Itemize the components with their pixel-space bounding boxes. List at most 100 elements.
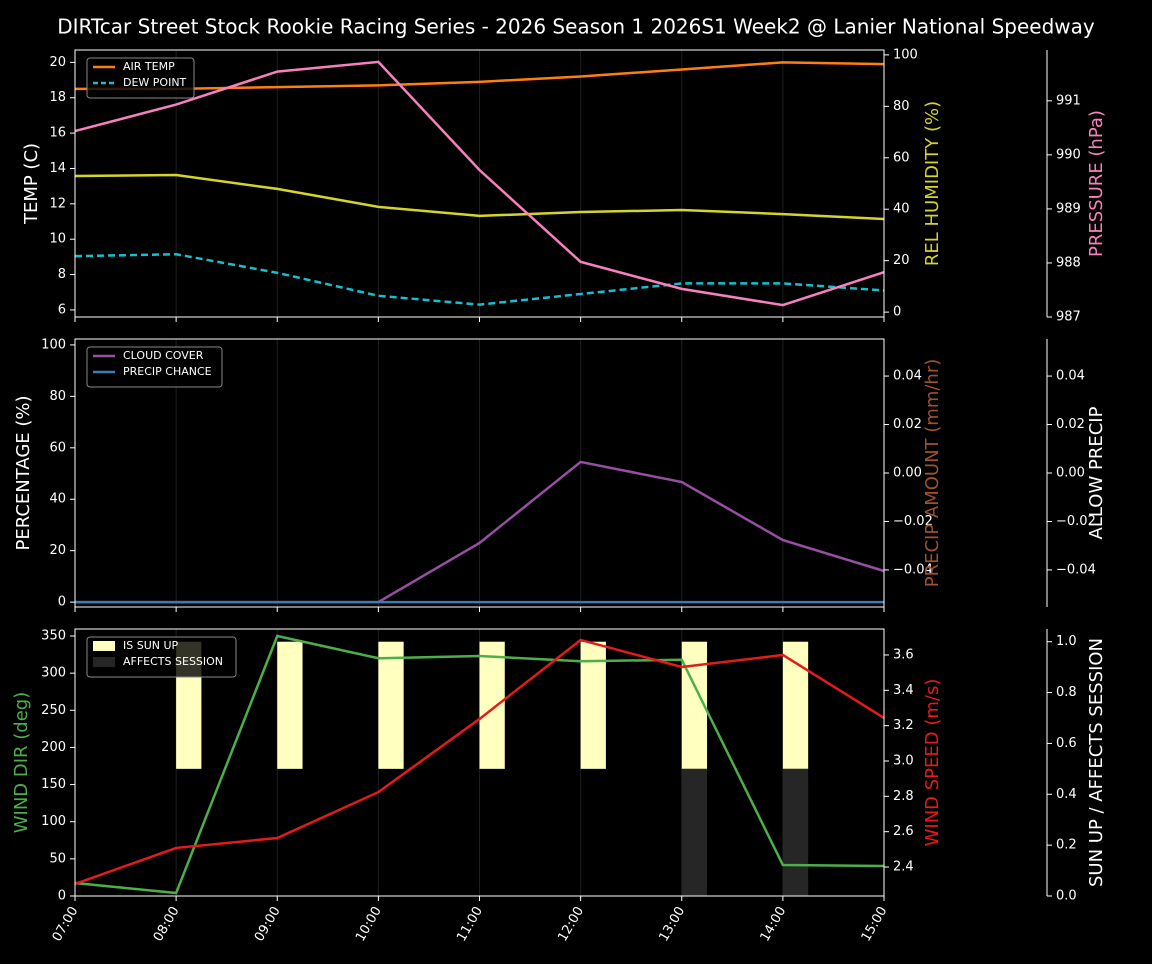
y-tick-label: 6 (58, 302, 66, 317)
legend-label: IS SUN UP (123, 639, 179, 652)
plot-frame (74, 628, 885, 897)
axis-label: WIND DIR (deg) (11, 692, 32, 834)
y-tick-label: 350 (41, 628, 66, 643)
x-tick-label: 14:00 (758, 904, 790, 944)
y-tick-label: −0.02 (893, 514, 933, 529)
y-tick-label: 987 (1056, 310, 1081, 325)
y-tick-label: 300 (41, 666, 66, 681)
y-tick-label: −0.04 (1056, 562, 1096, 577)
y-tick-label: 150 (41, 777, 66, 792)
y-tick-label: 0.04 (893, 369, 922, 384)
y-tick-label: 988 (1056, 255, 1081, 270)
axis-label: ALLOW PRECIP (1086, 406, 1107, 539)
y-tick-label: −0.02 (1056, 514, 1096, 529)
series-line (74, 252, 885, 306)
y-tick-label: 0.4 (1056, 787, 1077, 802)
y-tick-label: 250 (41, 703, 66, 718)
plot-frame (74, 49, 885, 318)
series-line (74, 638, 885, 886)
y-tick-label: 2.6 (893, 824, 914, 839)
bar (782, 768, 809, 896)
y-tick-label: 100 (893, 47, 918, 62)
y-tick-label: 0.02 (1056, 417, 1085, 432)
y-tick-label: 991 (1056, 93, 1081, 108)
y-tick-label: 60 (893, 150, 910, 165)
axis-label: WIND SPEED (m/s) (922, 679, 943, 847)
axis-label: REL HUMIDITY (%) (922, 101, 943, 266)
legend-label: AFFECTS SESSION (123, 655, 223, 668)
y-tick-label: 3.2 (893, 718, 914, 733)
y-tick-label: 18 (49, 90, 66, 105)
y-tick-label: 14 (49, 161, 66, 176)
y-tick-label: 990 (1056, 147, 1081, 162)
bar (378, 641, 404, 769)
axis-label: PRECIP AMOUNT (mm/hr) (922, 359, 943, 588)
y-tick-label: 0.8 (1056, 685, 1077, 700)
y-tick-label: 0.04 (1056, 369, 1085, 384)
y-tick-label: 0 (58, 595, 66, 610)
series-line (74, 634, 885, 895)
axis-label: SUN UP / AFFECTS SESSION (1086, 638, 1107, 887)
y-tick-label: 60 (49, 440, 66, 455)
y-tick-label: 2.4 (893, 860, 914, 875)
legend-label: DEW POINT (123, 76, 187, 89)
legend-box (86, 636, 237, 678)
legend-label: PRECIP CHANCE (123, 365, 212, 378)
legend-swatch (93, 641, 115, 651)
y-tick-label: 40 (49, 492, 66, 507)
y-tick-label: 8 (58, 267, 66, 282)
x-tick-label: 10:00 (353, 904, 385, 944)
y-tick-label: 50 (49, 851, 66, 866)
axis-label: TEMP (C) (21, 143, 42, 225)
bar (681, 768, 708, 896)
x-tick-label: 12:00 (555, 904, 587, 944)
x-tick-label: 13:00 (657, 904, 689, 944)
series-line (75, 61, 885, 91)
bar (277, 641, 303, 769)
x-tick-label: 07:00 (50, 904, 82, 944)
legend-label: AIR TEMP (123, 60, 175, 73)
y-tick-label: 0 (893, 305, 901, 320)
y-tick-label: 100 (41, 337, 66, 352)
y-tick-label: 20 (893, 253, 910, 268)
legend-swatch (93, 657, 115, 667)
y-tick-label: 100 (41, 814, 66, 829)
y-tick-label: −0.04 (893, 562, 933, 577)
x-tick-label: 11:00 (454, 904, 486, 944)
y-tick-label: 0.2 (1056, 838, 1077, 853)
legend-label: CLOUD COVER (123, 349, 204, 362)
x-tick-label: 15:00 (859, 904, 891, 944)
y-tick-label: 3.6 (893, 647, 914, 662)
y-tick-label: 0.02 (893, 417, 922, 432)
y-tick-label: 0 (58, 889, 66, 904)
y-tick-label: 0.00 (893, 466, 922, 481)
axis-label: PERCENTAGE (%) (13, 395, 34, 550)
bar (580, 641, 606, 769)
y-tick-label: 1.0 (1056, 634, 1077, 649)
y-tick-label: 0.6 (1056, 736, 1077, 751)
bar (479, 641, 505, 769)
y-tick-label: 200 (41, 740, 66, 755)
bar (782, 641, 809, 769)
y-tick-label: 2.8 (893, 789, 914, 804)
y-tick-label: 0.00 (1056, 466, 1085, 481)
chart-title: DIRTcar Street Stock Rookie Racing Serie… (57, 15, 1095, 39)
legend-box (86, 346, 223, 388)
x-tick-label: 09:00 (252, 904, 284, 944)
y-tick-label: 12 (49, 196, 66, 211)
y-tick-label: 40 (893, 202, 910, 217)
plot-frame (74, 338, 885, 608)
series-line (74, 60, 885, 307)
y-tick-label: 80 (49, 389, 66, 404)
y-tick-label: 3.0 (893, 753, 914, 768)
y-tick-label: 80 (893, 99, 910, 114)
y-tick-label: 10 (49, 232, 66, 247)
y-tick-label: 0.0 (1056, 889, 1077, 904)
y-tick-label: 989 (1056, 201, 1081, 216)
y-tick-label: 20 (49, 55, 66, 70)
y-tick-label: 20 (49, 543, 66, 558)
x-tick-label: 08:00 (151, 904, 183, 944)
axis-label: PRESSURE (hPa) (1086, 110, 1107, 257)
y-tick-label: 16 (49, 126, 66, 141)
